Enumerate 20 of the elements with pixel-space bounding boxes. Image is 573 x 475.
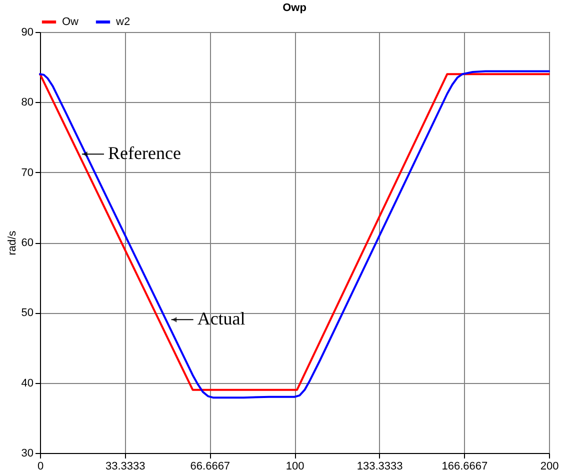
y-tick-label: 40 [21,377,34,390]
legend-label: Ow [62,16,79,28]
legend-label: w2 [115,16,130,28]
y-tick-label: 90 [21,26,34,38]
y-tick-label: 80 [21,96,34,109]
annotation: Reference [108,143,181,164]
x-tick-label: 166.6667 [442,460,488,472]
x-tick-label: 200 [540,460,559,472]
y-tick-label: 70 [21,166,34,179]
annotation: Actual [197,308,246,329]
x-tick-label: 100 [286,460,304,472]
y-tick-label: 30 [21,448,34,460]
x-tick-label: 0 [37,460,44,472]
y-tick-label: 60 [21,237,34,249]
y-tick-label: 50 [21,307,34,320]
y-axis-title: rad/s [6,230,18,256]
chart-title: Owp [282,2,307,14]
x-tick-label: 133.3333 [356,460,403,472]
x-tick-label: 33.3333 [105,460,146,472]
x-tick-label: 66.6667 [190,460,230,472]
